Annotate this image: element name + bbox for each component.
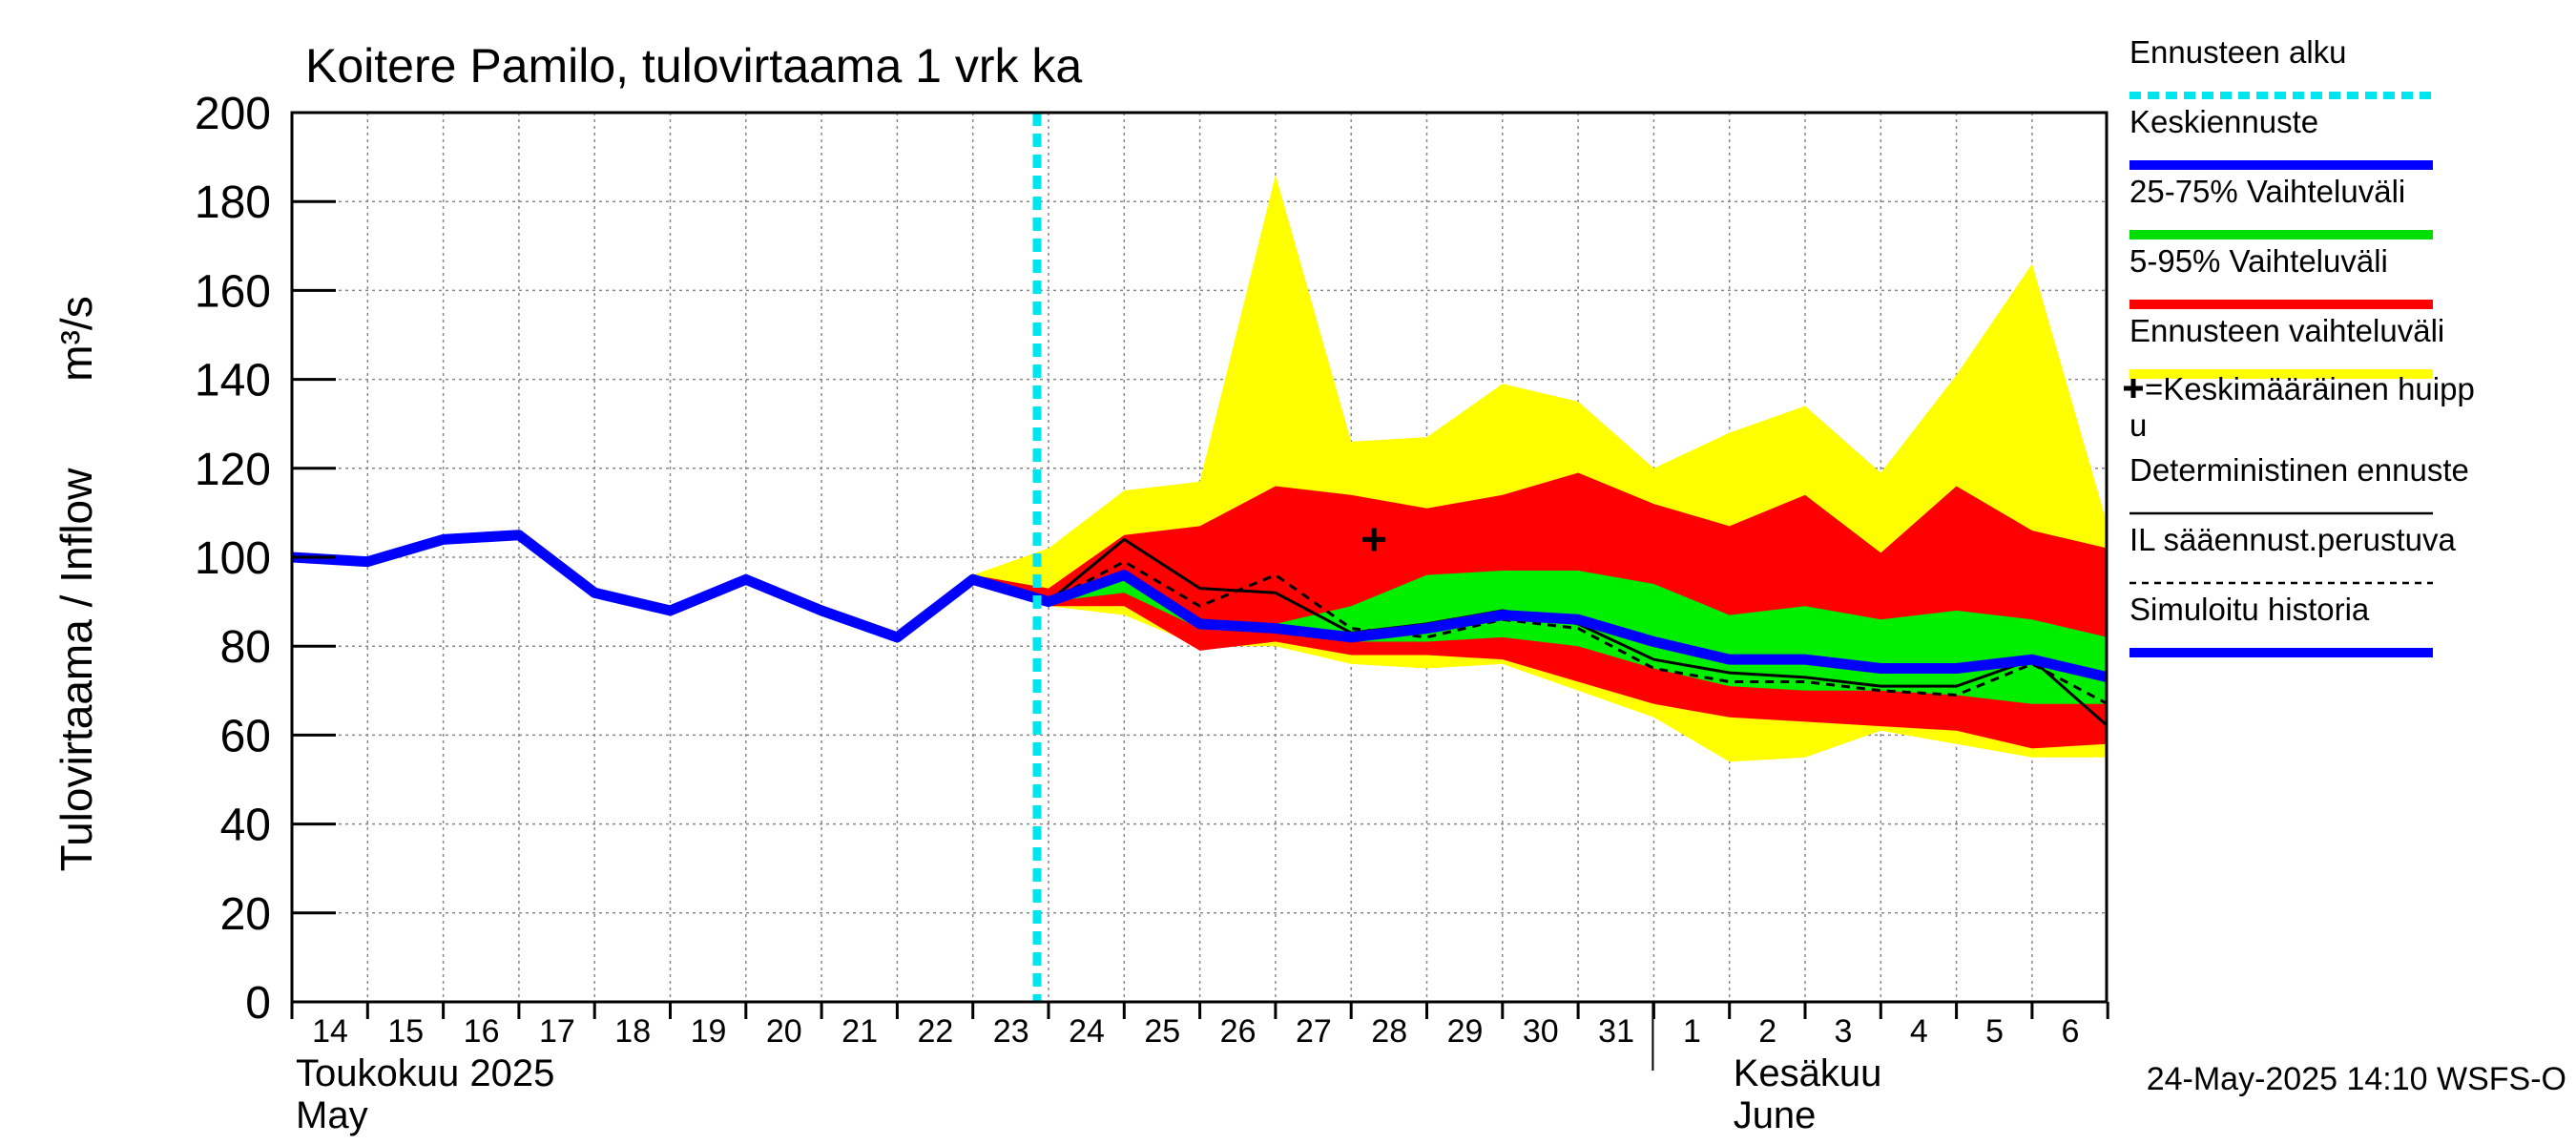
y-tick-label: 0 bbox=[245, 978, 271, 1029]
x-date-label: 24 bbox=[1069, 1013, 1105, 1050]
x-date-label: 26 bbox=[1220, 1013, 1257, 1050]
timestamp-footer: 24-May-2025 14:10 WSFS-O bbox=[2147, 1061, 2566, 1097]
month-label: Kesäkuu bbox=[1734, 1052, 1882, 1094]
legend-label: Ennusteen vaihteluväli bbox=[2129, 313, 2444, 348]
y-tick-label: 100 bbox=[195, 533, 271, 584]
y-axis-label: Tulovirtaama / Inflow bbox=[52, 468, 101, 871]
month-label-en: May bbox=[296, 1094, 368, 1136]
x-date-label: 19 bbox=[691, 1013, 727, 1050]
x-date-label: 22 bbox=[917, 1013, 953, 1050]
legend: Ennusteen alku Keskiennuste 25-75% Vaihtel… bbox=[2124, 34, 2475, 657]
legend-label: IL sääennust.perustuva bbox=[2129, 522, 2456, 557]
y-tick-label: 40 bbox=[220, 801, 271, 851]
x-date-label: 21 bbox=[841, 1013, 878, 1050]
legend-marker-plus bbox=[2124, 379, 2143, 398]
median-forecast-line bbox=[971, 570, 2107, 683]
x-date-label: 17 bbox=[539, 1013, 575, 1050]
y-tick-label: 60 bbox=[220, 711, 271, 761]
y-tick-label: 20 bbox=[220, 889, 271, 940]
x-date-label: 6 bbox=[2061, 1013, 2079, 1050]
mean-peak-marker bbox=[1362, 528, 1386, 552]
y-tick-label: 120 bbox=[195, 445, 271, 495]
y-axis-unit: m³/s bbox=[52, 296, 101, 381]
x-date-label: 20 bbox=[766, 1013, 802, 1050]
x-date-label: 18 bbox=[614, 1013, 651, 1050]
month-label-en: June bbox=[1734, 1094, 1817, 1136]
legend-label: 5-95% Vaihteluväli bbox=[2129, 243, 2388, 279]
x-date-label: 3 bbox=[1835, 1013, 1853, 1050]
y-tick-label: 160 bbox=[195, 266, 271, 317]
x-date-label: 16 bbox=[464, 1013, 500, 1050]
y-tick-label: 80 bbox=[220, 622, 271, 673]
x-date-label: 2 bbox=[1758, 1013, 1776, 1050]
x-date-label: 31 bbox=[1598, 1013, 1634, 1050]
x-date-label: 25 bbox=[1144, 1013, 1180, 1050]
legend-label: Ennusteen alku bbox=[2129, 34, 2347, 70]
x-date-label: 30 bbox=[1523, 1013, 1559, 1050]
x-date-label: 5 bbox=[1985, 1013, 2004, 1050]
simulated-history-line bbox=[292, 530, 1050, 643]
legend-label: 25-75% Vaihteluväli bbox=[2129, 174, 2405, 209]
x-date-label: 15 bbox=[387, 1013, 424, 1050]
x-date-label: 14 bbox=[312, 1013, 348, 1050]
plot-area bbox=[292, 113, 2107, 1002]
y-tick-label: 140 bbox=[195, 356, 271, 406]
chart-title: Koitere Pamilo, tulovirtaama 1 vrk ka bbox=[305, 39, 1082, 93]
x-date-label: 28 bbox=[1371, 1013, 1407, 1050]
plot-clip-group bbox=[292, 113, 2107, 1002]
x-date-label: 27 bbox=[1296, 1013, 1332, 1050]
legend-label: =Keskimääräinen huipp bbox=[2145, 371, 2475, 406]
x-date-label: 1 bbox=[1683, 1013, 1701, 1050]
x-date-label: 4 bbox=[1910, 1013, 1928, 1050]
y-tick-label: 200 bbox=[195, 89, 271, 139]
x-date-label: 29 bbox=[1447, 1013, 1484, 1050]
y-tick-label: 180 bbox=[195, 177, 271, 228]
legend-label: Keskiennuste bbox=[2129, 104, 2318, 139]
legend-label: Simuloitu historia bbox=[2129, 592, 2370, 627]
il-weather-forecast-line bbox=[972, 560, 2107, 705]
range-25-75-band bbox=[972, 570, 2107, 704]
legend-label-cont: u bbox=[2129, 407, 2147, 443]
x-date-label: 23 bbox=[993, 1013, 1029, 1050]
month-label: Toukokuu 2025 bbox=[296, 1052, 554, 1094]
legend-label: Deterministinen ennuste bbox=[2129, 452, 2469, 488]
